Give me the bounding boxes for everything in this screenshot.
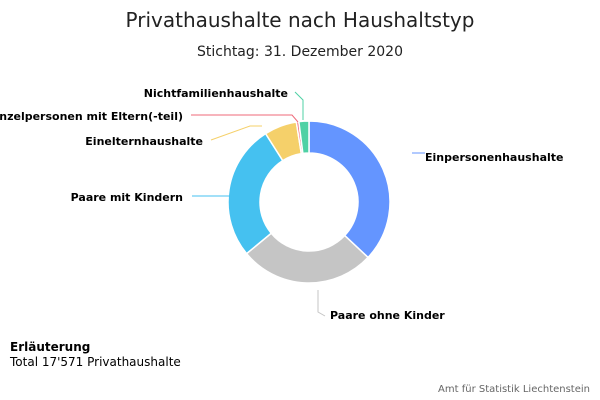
connector-paare-ohne-kinder (317, 290, 326, 317)
slice-einpersonenhaushalte[interactable] (308, 120, 391, 259)
slice-nichtfamilienhaushalte[interactable] (298, 120, 310, 155)
chart-title: Privathaushalte nach Haushaltstyp (125, 8, 475, 32)
credits[interactable]: Amt für Statistik Liechtenstein (438, 384, 590, 395)
chart-subtitle: Stichtag: 31. Dezember 2020 (196, 44, 403, 60)
slice-paare-mit-kindern[interactable] (227, 132, 284, 255)
connector-einelternhaushalte (210, 125, 262, 141)
note-heading: Erläuterung (10, 340, 91, 354)
data-label-einelternhaushalte: Einelternhaushalte (85, 135, 203, 148)
data-label-nichtfamilienhaushalte: Nichtfamilienhaushalte (144, 87, 288, 100)
data-label-paare-mit-kindern: Paare mit Kindern (71, 191, 183, 204)
connector-einzelpersonen-mit-eltern-teil (191, 114, 299, 123)
explanation-note: Erläuterung Total 17'571 Privathaushalte (10, 340, 181, 370)
data-label-einzelpersonen-mit-eltern-teil: Einzelpersonen mit Eltern(-teil) (0, 110, 183, 123)
slice-paare-ohne-kinder[interactable] (245, 232, 370, 284)
connector-nichtfamilienhaushalte (294, 91, 304, 120)
note-text: Total 17'571 Privathaushalte (10, 355, 181, 369)
data-label-paare-ohne-kinder: Paare ohne Kinder (330, 309, 445, 322)
data-label-einpersonenhaushalte: Einpersonenhaushalte (425, 151, 563, 164)
